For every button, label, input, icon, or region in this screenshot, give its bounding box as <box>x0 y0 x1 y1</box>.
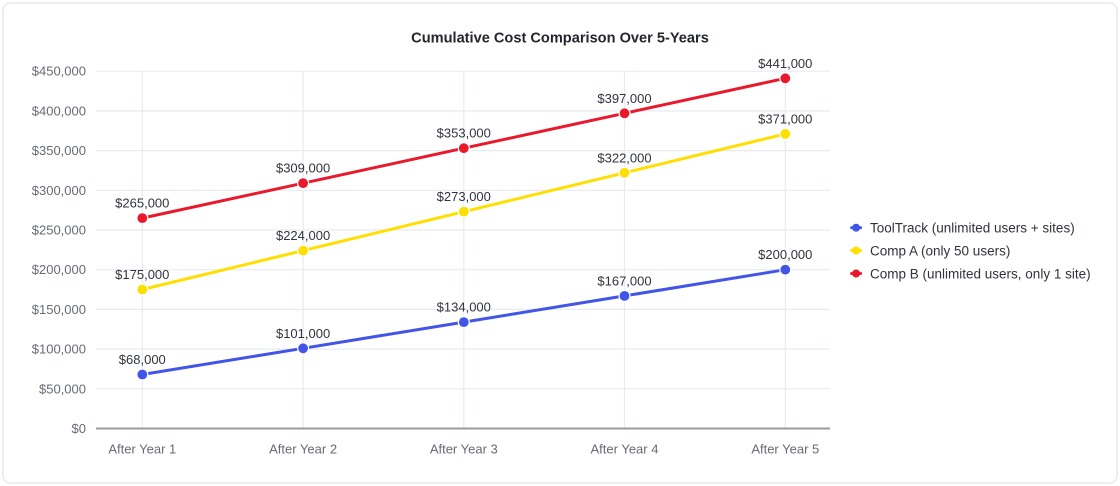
svg-text:$167,000: $167,000 <box>597 273 651 288</box>
svg-text:$100,000: $100,000 <box>32 342 86 357</box>
svg-text:$134,000: $134,000 <box>437 300 491 315</box>
svg-text:$300,000: $300,000 <box>32 183 86 198</box>
svg-text:$175,000: $175,000 <box>115 267 169 282</box>
svg-text:$101,000: $101,000 <box>276 326 330 341</box>
svg-text:$309,000: $309,000 <box>276 161 330 176</box>
svg-text:$68,000: $68,000 <box>119 352 166 367</box>
svg-text:$265,000: $265,000 <box>115 196 169 211</box>
svg-text:$371,000: $371,000 <box>758 111 812 126</box>
svg-text:Cumulative Cost Comparison Ove: Cumulative Cost Comparison Over 5-Years <box>411 31 709 47</box>
svg-text:After Year 3: After Year 3 <box>430 442 498 457</box>
svg-text:$224,000: $224,000 <box>276 228 330 243</box>
svg-text:Comp B (unlimited users, only: Comp B (unlimited users, only 1 site) <box>870 267 1091 282</box>
svg-text:$450,000: $450,000 <box>32 64 86 79</box>
svg-text:$0: $0 <box>72 421 86 436</box>
svg-text:$350,000: $350,000 <box>32 143 86 158</box>
svg-text:$441,000: $441,000 <box>758 56 812 71</box>
svg-text:$273,000: $273,000 <box>437 189 491 204</box>
svg-text:$400,000: $400,000 <box>32 103 86 118</box>
svg-text:ToolTrack (unlimited users + s: ToolTrack (unlimited users + sites) <box>870 221 1075 236</box>
svg-text:$322,000: $322,000 <box>597 150 651 165</box>
svg-text:$250,000: $250,000 <box>32 223 86 238</box>
svg-text:$397,000: $397,000 <box>597 91 651 106</box>
svg-text:After Year 1: After Year 1 <box>108 442 176 457</box>
svg-text:$150,000: $150,000 <box>32 302 86 317</box>
svg-text:$200,000: $200,000 <box>32 262 86 277</box>
svg-text:$50,000: $50,000 <box>39 381 86 396</box>
svg-text:After Year 4: After Year 4 <box>591 442 659 457</box>
svg-text:$200,000: $200,000 <box>758 247 812 262</box>
svg-text:After Year 5: After Year 5 <box>751 442 819 457</box>
svg-text:After Year 2: After Year 2 <box>269 442 337 457</box>
svg-text:Comp A (only 50 users): Comp A (only 50 users) <box>870 244 1010 259</box>
svg-text:$353,000: $353,000 <box>437 126 491 141</box>
